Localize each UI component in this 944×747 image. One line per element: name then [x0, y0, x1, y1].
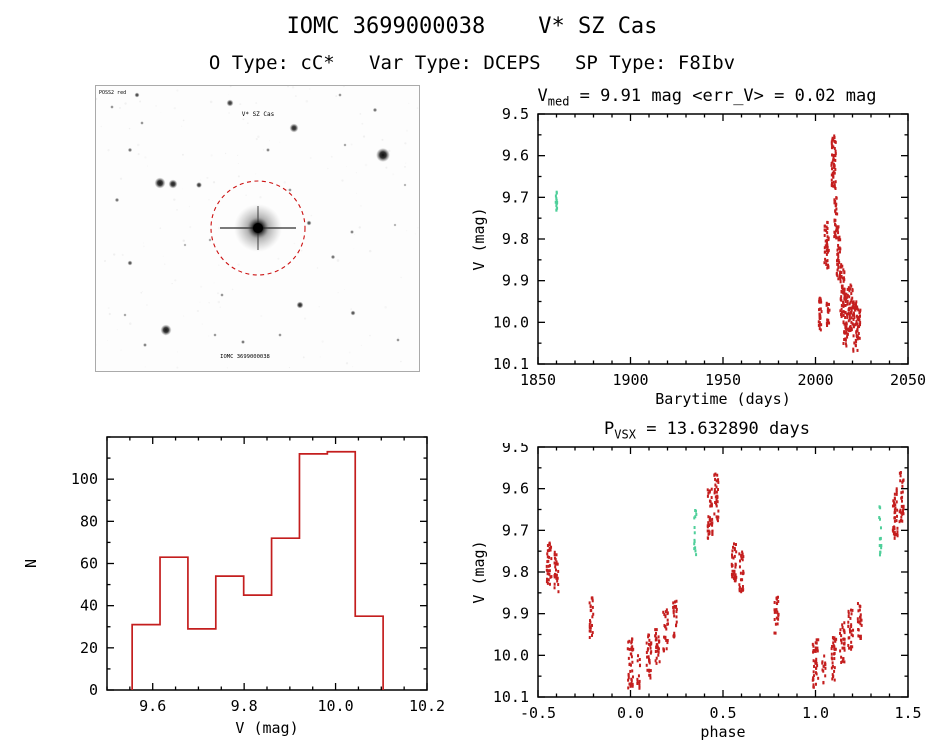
- plot-box: [106, 436, 428, 691]
- x-tick-label: -0.5: [520, 704, 556, 722]
- starfield-corner-annotation: POSS2 red: [99, 90, 126, 96]
- lightcurve-title: Vmed = 9.91 mag <err_V> = 0.02 mag: [470, 86, 944, 108]
- x-axis-label: Barytime (days): [655, 390, 790, 408]
- y-tick-label: 9.8: [502, 563, 529, 581]
- phase-title-sub: VSX: [614, 427, 636, 442]
- x-axis-label: phase: [700, 723, 745, 741]
- field-stars: [110, 92, 407, 347]
- histogram-outline: [131, 450, 384, 690]
- lightcurve-title-rest: = 9.91 mag <err_V> = 0.02 mag: [569, 86, 877, 106]
- x-tick-label: 2000: [797, 371, 833, 389]
- starfield-border: [95, 85, 420, 372]
- y-tick-label: 9.9: [502, 605, 529, 623]
- x-tick-label: 0.0: [617, 704, 644, 722]
- y-tick-label: 10.1: [493, 688, 529, 706]
- y-tick-label: 9.7: [502, 188, 529, 206]
- y-tick-label: 9.5: [502, 443, 529, 456]
- x-tick-label: 2050: [890, 371, 926, 389]
- y-tick-label: 9.8: [502, 230, 529, 248]
- phase-title-rest: = 13.632890 days: [635, 419, 810, 439]
- page-subtitle: O Type: cC* Var Type: DCEPS SP Type: F8I…: [208, 52, 736, 74]
- x-tick-label: 1900: [612, 371, 648, 389]
- x-tick-label: 10.2: [409, 697, 445, 715]
- phase-plot-title: PVSX = 13.632890 days: [470, 419, 944, 441]
- y-tick-label: 10.1: [493, 355, 529, 373]
- magnitude-histogram-plot: 9.6 9.8 10.0 10.2 0 20 40 60 80 100 V (mag) N: [22, 436, 445, 737]
- axes: [106, 436, 428, 691]
- x-tick-label: 9.6: [139, 697, 166, 715]
- aperture-circle: [210, 180, 306, 276]
- y-axis-label: V (mag): [470, 540, 488, 603]
- lightcurve-plot: 1850 1900 1950 2000 2050 9.5 9.6 9.7 9.8 9.9 10.0 1…: [470, 108, 926, 408]
- axes: [537, 113, 909, 365]
- x-tick-label: 9.8: [231, 697, 258, 715]
- y-tick-label: 9.5: [502, 108, 529, 123]
- x-tick-label: 10.0: [318, 697, 354, 715]
- y-tick-label: 0: [89, 681, 98, 699]
- x-tick-label: 1950: [705, 371, 741, 389]
- x-tick-label: 1.0: [802, 704, 829, 722]
- phase-svg-data-points: [545, 471, 905, 690]
- lightcurve-title-sub: med: [547, 94, 570, 109]
- lc-svg-data-points: [554, 134, 862, 353]
- x-tick-label: 1.5: [894, 704, 921, 722]
- finder-chart-image: V* SZ Cas IOMC 3699000038 POSS2 red: [95, 85, 420, 372]
- y-tick-label: 9.6: [502, 147, 529, 165]
- y-tick-label: 100: [71, 470, 98, 488]
- y-tick-label: 20: [80, 639, 98, 657]
- plot-box: [537, 113, 909, 365]
- starfield-top-annotation: V* SZ Cas: [242, 111, 275, 118]
- page-title: IOMC 3699000038 V* SZ Cas: [286, 14, 658, 39]
- phase-folded-plot: -0.5 0.0 0.5 1.0 1.5 9.5 9.6 9.7 9.8 9.9 10.0 10.1 p…: [470, 443, 922, 741]
- y-tick-label: 40: [80, 597, 98, 615]
- axes: [537, 446, 909, 698]
- y-tick-label: 9.7: [502, 521, 529, 539]
- x-tick-label: 1850: [520, 371, 556, 389]
- y-axis-label: V (mag): [470, 207, 488, 270]
- y-tick-label: 9.6: [502, 480, 529, 498]
- y-tick-label: 60: [80, 555, 98, 573]
- y-tick-label: 9.9: [502, 272, 529, 290]
- plot-box: [537, 446, 909, 698]
- x-tick-label: 0.5: [709, 704, 736, 722]
- y-axis-label: N: [22, 559, 40, 568]
- target-star: [220, 204, 296, 252]
- x-axis-label: V (mag): [235, 719, 298, 737]
- y-tick-label: 80: [80, 512, 98, 530]
- starfield-bottom-annotation: IOMC 3699000038: [220, 354, 270, 360]
- y-tick-label: 10.0: [493, 646, 529, 664]
- lightcurve-title-base: V: [537, 86, 548, 106]
- y-tick-label: 10.0: [493, 313, 529, 331]
- phase-title-base: P: [604, 419, 615, 439]
